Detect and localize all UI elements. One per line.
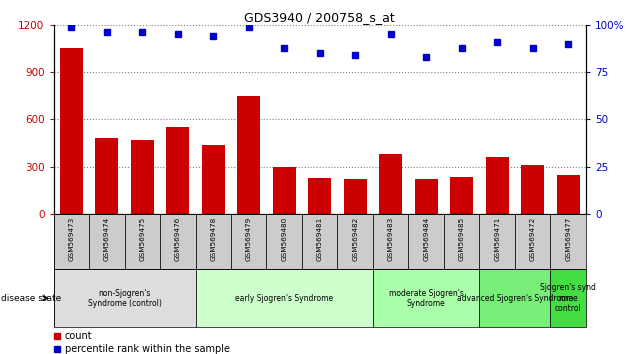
Title: GDS3940 / 200758_s_at: GDS3940 / 200758_s_at <box>244 11 395 24</box>
Bar <box>302 214 338 269</box>
Text: GSM569481: GSM569481 <box>317 217 323 261</box>
Bar <box>238 96 260 214</box>
Text: GSM569477: GSM569477 <box>565 217 571 261</box>
Bar <box>444 214 479 269</box>
Text: count: count <box>65 331 93 341</box>
Bar <box>54 269 195 327</box>
Text: GSM569476: GSM569476 <box>175 217 181 261</box>
Text: GSM569483: GSM569483 <box>387 217 394 261</box>
Text: moderate Sjogren's
Syndrome: moderate Sjogren's Syndrome <box>389 289 464 308</box>
Bar <box>479 269 551 327</box>
Bar <box>131 140 154 214</box>
Bar <box>486 156 508 214</box>
Bar <box>344 179 367 214</box>
Bar <box>515 214 551 269</box>
Bar <box>95 138 118 214</box>
Text: GSM569473: GSM569473 <box>68 217 74 261</box>
Bar <box>450 177 473 214</box>
Bar <box>195 269 373 327</box>
Bar <box>308 178 331 214</box>
Text: Sjogren's synd
rome
control: Sjogren's synd rome control <box>540 283 596 313</box>
Bar <box>202 145 225 214</box>
Text: GSM569471: GSM569471 <box>494 217 500 261</box>
Text: GSM569480: GSM569480 <box>281 217 287 261</box>
Text: GSM569474: GSM569474 <box>104 217 110 261</box>
Text: GSM569472: GSM569472 <box>530 217 535 261</box>
Text: GSM569479: GSM569479 <box>246 217 252 261</box>
Text: disease state: disease state <box>1 294 61 303</box>
Bar <box>89 214 125 269</box>
Bar <box>195 214 231 269</box>
Bar <box>551 214 586 269</box>
Bar <box>166 127 189 214</box>
Bar <box>373 214 408 269</box>
Text: GSM569485: GSM569485 <box>459 217 465 261</box>
Text: percentile rank within the sample: percentile rank within the sample <box>65 344 230 354</box>
Text: non-Sjogren's
Syndrome (control): non-Sjogren's Syndrome (control) <box>88 289 161 308</box>
Text: GSM569484: GSM569484 <box>423 217 429 261</box>
Bar <box>273 167 295 214</box>
Bar <box>479 214 515 269</box>
Text: early Sjogren's Syndrome: early Sjogren's Syndrome <box>235 294 333 303</box>
Bar <box>338 214 373 269</box>
Bar <box>551 269 586 327</box>
Text: GSM569475: GSM569475 <box>139 217 146 261</box>
Text: GSM569482: GSM569482 <box>352 217 358 261</box>
Bar <box>231 214 266 269</box>
Text: GSM569478: GSM569478 <box>210 217 216 261</box>
Bar <box>54 214 89 269</box>
Bar <box>408 214 444 269</box>
Text: advanced Sjogren's Syndrome: advanced Sjogren's Syndrome <box>457 294 573 303</box>
Bar <box>557 175 580 214</box>
Bar <box>125 214 160 269</box>
Bar <box>266 214 302 269</box>
Bar <box>415 179 438 214</box>
Bar <box>521 165 544 214</box>
Bar <box>379 154 402 214</box>
Bar <box>60 48 83 214</box>
Bar <box>160 214 195 269</box>
Bar <box>373 269 479 327</box>
